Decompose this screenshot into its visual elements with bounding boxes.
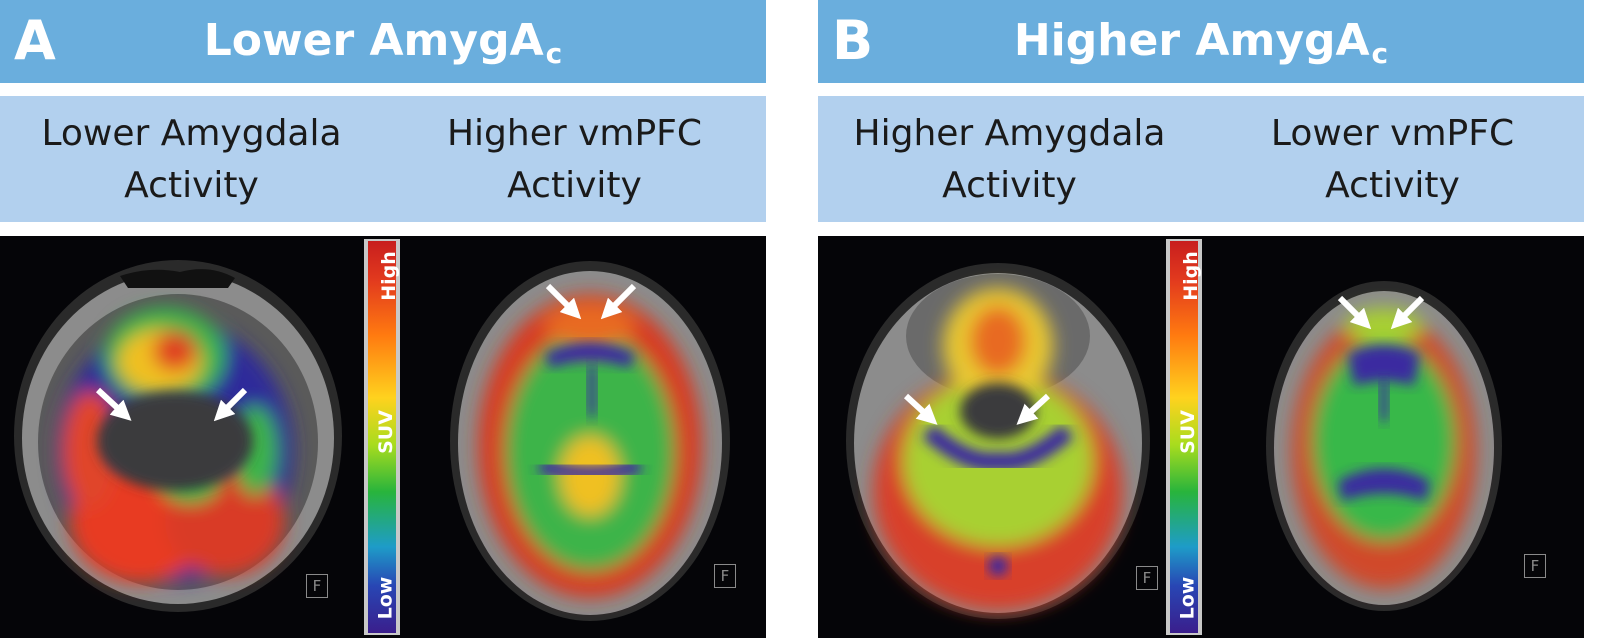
panel-a-scans — [14, 260, 730, 621]
panel-b-vmpfc-scan — [1266, 281, 1502, 611]
panel-a-amygdala-scan — [14, 260, 342, 612]
panel-b-suv-colorbar: High SUV Low — [1166, 239, 1202, 635]
panel-b-colorbar-gradient — [1170, 241, 1198, 633]
panel-a-colorbar-mid: SUV — [374, 410, 397, 454]
panel-b-colorbar-high: High — [1179, 251, 1202, 301]
panel-b-scans — [846, 263, 1502, 619]
panel-b-left-label: Higher Amygdala Activity — [853, 113, 1166, 206]
panel-a-right-label: Higher vmPFC Activity — [446, 113, 703, 206]
panel-a-header: A Lower AmygAc — [0, 0, 766, 83]
panel-a-colorbar-low: Low — [374, 576, 397, 620]
panel-b-header: B Higher AmygAc — [818, 0, 1584, 83]
panel-b-scan-images: High SUV Low F F — [818, 236, 1584, 638]
panel-a-subheader: Lower Amygdala Activity Higher vmPFC Activ… — [0, 96, 766, 222]
panel-a-right-orientation-mark: F — [714, 564, 736, 588]
panel-b: B Higher AmygAc Higher Amygdala Activity … — [818, 0, 1584, 638]
panel-a-left-orientation-mark: F — [306, 574, 328, 598]
panel-a-colorbar-high: High — [377, 251, 400, 301]
panel-b-colorbar-low: Low — [1176, 576, 1199, 620]
panel-b-amygdala-scan — [846, 263, 1150, 619]
panel-a-suv-colorbar: High SUV Low — [364, 239, 400, 635]
panel-b-title: Higher AmygAc — [1013, 15, 1389, 70]
panel-b-colorbar-mid: SUV — [1176, 410, 1199, 454]
panel-b-letter: B — [832, 9, 874, 72]
panel-b-left-orientation-mark: F — [1136, 566, 1158, 590]
panel-a-letter: A — [14, 9, 56, 72]
panel-a-left-label: Lower Amygdala Activity — [41, 113, 342, 206]
panel-a-scan-images: High SUV Low F F — [0, 236, 766, 638]
panel-a-colorbar-gradient — [368, 241, 396, 633]
panel-b-subheader: Higher Amygdala Activity Lower vmPFC Activ… — [818, 96, 1584, 222]
panel-a: A Lower AmygAc Lower Amygdala Activity Hi… — [0, 0, 766, 638]
panel-b-right-orientation-mark: F — [1524, 554, 1546, 578]
panel-a-vmpfc-scan — [450, 261, 730, 621]
panel-a-title: Lower AmygAc — [203, 15, 563, 70]
panel-b-right-label: Lower vmPFC Activity — [1270, 113, 1515, 206]
